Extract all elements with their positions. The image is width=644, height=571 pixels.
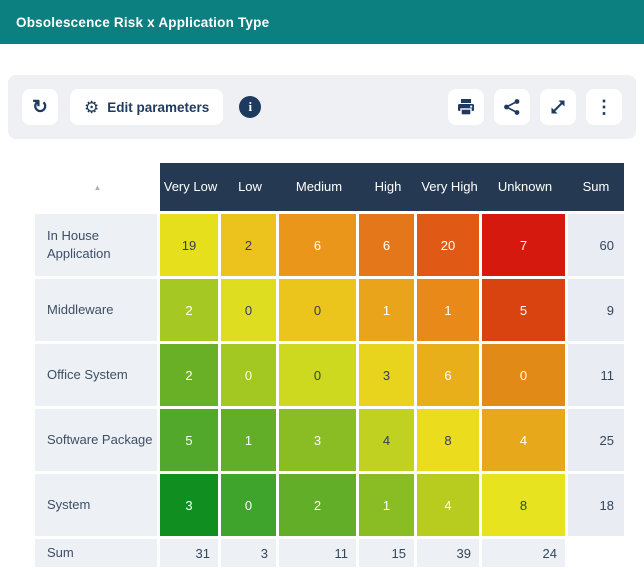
fullscreen-button[interactable] xyxy=(540,89,576,125)
row-sum-cell: 25 xyxy=(568,409,624,471)
expand-icon xyxy=(551,100,565,114)
heatmap-cell[interactable]: 5 xyxy=(160,409,218,471)
toolbar-right-group: ⋮ xyxy=(448,89,622,125)
grand-total-empty-cell xyxy=(568,539,624,567)
heatmap-row-in-house-application: In House Application 19 2 6 6 20 7 60 xyxy=(35,214,625,276)
column-sum-cell: 24 xyxy=(482,539,565,567)
heatmap-cell[interactable]: 0 xyxy=(279,279,356,341)
column-header-high[interactable]: High xyxy=(374,178,402,194)
heatmap-cell[interactable]: 19 xyxy=(160,214,218,276)
heatmap-cell[interactable]: 5 xyxy=(482,279,565,341)
heatmap-cell[interactable]: 2 xyxy=(160,279,218,341)
column-headers: Very Low Low Medium High Very High Unknown Sum xyxy=(160,163,624,211)
column-header-medium[interactable]: Medium xyxy=(295,178,343,194)
heatmap-header-row: ▲ Very Low Low Medium High Very High Unknown S… xyxy=(35,163,625,211)
column-sum-cell: 39 xyxy=(417,539,479,567)
heatmap-cell[interactable]: 0 xyxy=(221,279,276,341)
heatmap-cell[interactable]: 3 xyxy=(160,474,218,536)
sum-row: Sum 31 3 11 15 39 24 xyxy=(35,539,625,567)
heatmap-cell[interactable]: 0 xyxy=(221,474,276,536)
print-button[interactable] xyxy=(448,89,484,125)
heatmap-cell[interactable]: 3 xyxy=(279,409,356,471)
heatmap-row-office-system: Office System 2 0 0 3 6 0 11 xyxy=(35,344,625,406)
row-label: System xyxy=(35,474,157,536)
column-header-low[interactable]: Low xyxy=(238,178,262,194)
info-icon: i xyxy=(248,99,253,114)
column-header-very-low[interactable]: Very Low xyxy=(163,178,218,194)
heatmap-cell[interactable]: 2 xyxy=(221,214,276,276)
heatmap-row-system: System 3 0 2 1 4 8 18 xyxy=(35,474,625,536)
column-header-unknown[interactable]: Unknown xyxy=(497,178,553,194)
more-options-button[interactable]: ⋮ xyxy=(586,89,622,125)
row-label: Middleware xyxy=(35,279,157,341)
column-sum-cell: 11 xyxy=(279,539,356,567)
heatmap-cell[interactable]: 1 xyxy=(359,279,414,341)
heatmap-cell[interactable]: 0 xyxy=(279,344,356,406)
row-sum-cell: 9 xyxy=(568,279,624,341)
kebab-menu-icon: ⋮ xyxy=(595,97,613,117)
heatmap-cell[interactable]: 1 xyxy=(417,279,479,341)
edit-parameters-label: Edit parameters xyxy=(107,99,210,115)
column-sum-cell: 3 xyxy=(221,539,276,567)
row-sum-cell: 11 xyxy=(568,344,624,406)
heatmap-cell[interactable]: 6 xyxy=(279,214,356,276)
heatmap-row-middleware: Middleware 2 0 0 1 1 5 9 xyxy=(35,279,625,341)
heatmap-cell[interactable]: 2 xyxy=(279,474,356,536)
sort-header-cell[interactable]: ▲ xyxy=(35,163,160,211)
row-label: Software Package xyxy=(35,409,157,471)
heatmap-cell[interactable]: 1 xyxy=(359,474,414,536)
heatmap-cell[interactable]: 8 xyxy=(482,474,565,536)
column-header-very-high[interactable]: Very High xyxy=(421,178,478,194)
report-title-bar: Obsolescence Risk x Application Type xyxy=(0,0,644,44)
print-icon xyxy=(458,99,474,116)
sort-ascending-icon: ▲ xyxy=(93,182,102,192)
heatmap-row-software-package: Software Package 5 1 3 4 8 4 25 xyxy=(35,409,625,471)
refresh-button[interactable]: ↻ xyxy=(22,89,58,125)
heatmap-cell[interactable]: 0 xyxy=(482,344,565,406)
heatmap-cell[interactable]: 4 xyxy=(417,474,479,536)
refresh-icon: ↻ xyxy=(32,96,48,118)
heatmap-cell[interactable]: 7 xyxy=(482,214,565,276)
heatmap-cell[interactable]: 1 xyxy=(221,409,276,471)
heatmap-body: In House Application 19 2 6 6 20 7 60 Middleware… xyxy=(35,214,625,567)
info-button[interactable]: i xyxy=(239,96,262,118)
heatmap-cell[interactable]: 2 xyxy=(160,344,218,406)
page-title: Obsolescence Risk x Application Type xyxy=(16,14,270,30)
row-sum-cell: 60 xyxy=(568,214,624,276)
heatmap-cell[interactable]: 6 xyxy=(359,214,414,276)
row-sum-cell: 18 xyxy=(568,474,624,536)
column-sum-cell: 15 xyxy=(359,539,414,567)
share-icon xyxy=(504,99,520,115)
heatmap-cell[interactable]: 6 xyxy=(417,344,479,406)
heatmap-cell[interactable]: 3 xyxy=(359,344,414,406)
heatmap-table: ▲ Very Low Low Medium High Very High Unknown S… xyxy=(35,163,625,567)
heatmap-cell[interactable]: 20 xyxy=(417,214,479,276)
heatmap-cell[interactable]: 0 xyxy=(221,344,276,406)
heatmap-cell[interactable]: 8 xyxy=(417,409,479,471)
heatmap-cell[interactable]: 4 xyxy=(482,409,565,471)
report-toolbar: ↻ ⚙ Edit parameters i xyxy=(8,75,636,139)
share-button[interactable] xyxy=(494,89,530,125)
sum-row-label: Sum xyxy=(35,539,157,567)
gear-icon: ⚙ xyxy=(84,97,100,117)
row-label: In House Application xyxy=(35,214,157,276)
row-label: Office System xyxy=(35,344,157,406)
column-sum-cell: 31 xyxy=(160,539,218,567)
edit-parameters-button[interactable]: ⚙ Edit parameters xyxy=(70,89,224,125)
column-header-sum[interactable]: Sum xyxy=(582,178,610,194)
heatmap-cell[interactable]: 4 xyxy=(359,409,414,471)
